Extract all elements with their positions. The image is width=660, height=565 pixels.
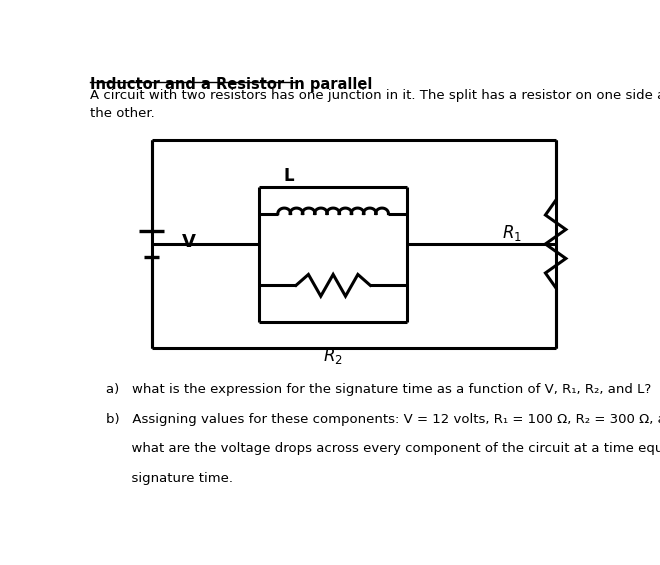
Text: b)   Assigning values for these components: V = 12 volts, R₁ = 100 Ω, R₂ = 300 Ω: b) Assigning values for these components… <box>106 413 660 426</box>
Text: what are the voltage drops across every component of the circuit at a time equal: what are the voltage drops across every … <box>106 442 660 455</box>
Text: L: L <box>283 167 294 185</box>
Text: $R_1$: $R_1$ <box>502 223 523 243</box>
Text: Inductor and a Resistor in parallel: Inductor and a Resistor in parallel <box>90 76 372 92</box>
Text: signature time.: signature time. <box>106 472 232 485</box>
Text: V: V <box>182 233 196 251</box>
Text: a)   what is the expression for the signature time as a function of V, R₁, R₂, a: a) what is the expression for the signat… <box>106 383 651 396</box>
Text: A circuit with two resistors has one junction in it. The split has a resistor on: A circuit with two resistors has one jun… <box>90 89 660 120</box>
Text: $R_2$: $R_2$ <box>323 346 343 366</box>
